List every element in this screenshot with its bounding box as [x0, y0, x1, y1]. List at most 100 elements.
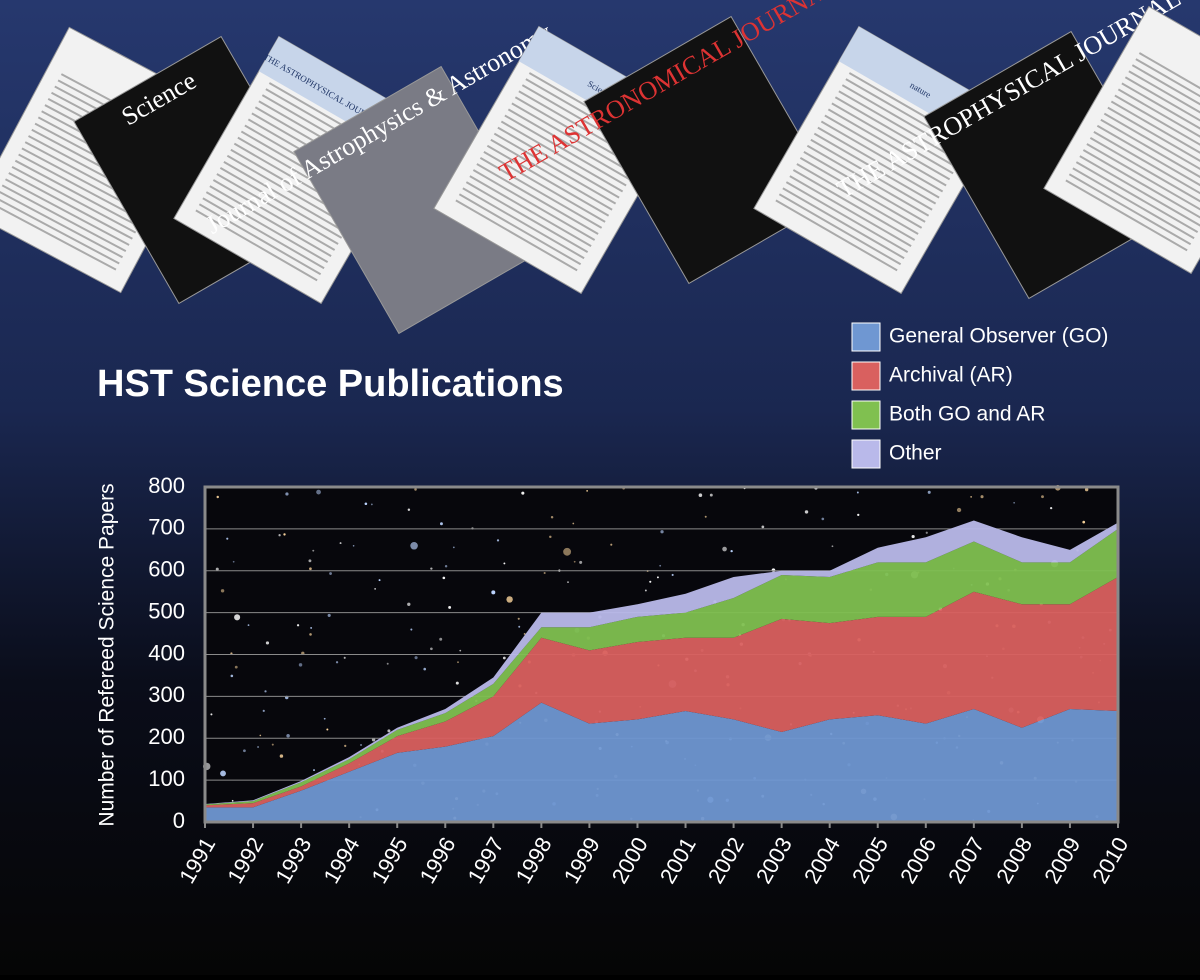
text-line — [817, 126, 940, 199]
text-line — [796, 163, 919, 235]
text-line — [458, 193, 582, 266]
star — [1041, 495, 1044, 499]
text-line — [803, 150, 926, 223]
star — [343, 656, 346, 659]
star — [370, 503, 373, 506]
text-line — [511, 102, 634, 175]
star — [231, 799, 234, 802]
star — [327, 613, 331, 618]
star — [414, 488, 417, 491]
text-line — [507, 108, 631, 181]
text-line — [8, 172, 133, 240]
star — [316, 489, 321, 495]
star — [956, 507, 962, 513]
star — [491, 590, 496, 595]
y-tick-label: 200 — [148, 724, 185, 749]
legend-swatch — [851, 361, 881, 391]
text-line — [483, 150, 606, 223]
text-line — [782, 187, 905, 260]
star — [257, 746, 259, 748]
text-line — [226, 154, 350, 227]
star — [247, 624, 250, 626]
text-line — [476, 163, 599, 235]
y-tick-label: 300 — [148, 682, 185, 707]
star — [407, 602, 411, 606]
star — [709, 493, 713, 497]
text-line — [778, 193, 902, 266]
star — [671, 573, 674, 577]
star — [1049, 506, 1053, 510]
star — [430, 647, 433, 651]
star — [210, 713, 213, 716]
star — [579, 560, 583, 564]
text-line — [497, 126, 620, 199]
legend-swatch — [851, 322, 881, 352]
text-line — [216, 173, 339, 245]
star — [656, 576, 659, 579]
text-line — [11, 165, 137, 234]
star — [262, 709, 265, 712]
star — [550, 516, 554, 519]
star — [704, 515, 707, 518]
star — [980, 495, 984, 499]
star — [216, 495, 219, 499]
star — [644, 589, 647, 592]
star — [283, 533, 286, 536]
text-line — [1082, 149, 1200, 221]
star — [279, 754, 284, 758]
legend-label: General Observer (GO) — [889, 325, 1108, 348]
star — [371, 738, 376, 742]
star — [220, 770, 226, 777]
y-tick-label: 500 — [148, 598, 185, 623]
star — [423, 667, 427, 671]
star — [414, 656, 418, 660]
y-tick-label: 800 — [148, 473, 185, 498]
legend-label: Other — [889, 442, 942, 465]
star — [455, 681, 459, 685]
star — [309, 567, 312, 571]
star — [659, 564, 662, 567]
star — [430, 567, 433, 570]
text-line — [1114, 94, 1200, 167]
star — [265, 641, 270, 645]
text-line — [500, 120, 624, 193]
star — [448, 605, 452, 609]
text-line — [1128, 70, 1200, 143]
star — [215, 567, 219, 571]
star — [286, 734, 290, 738]
text-line — [1117, 88, 1200, 161]
text-line — [490, 138, 613, 211]
star — [563, 547, 572, 556]
areas — [205, 520, 1118, 822]
text-line — [18, 153, 143, 222]
y-tick-label: 100 — [148, 766, 185, 791]
star — [543, 571, 546, 575]
text-line — [1103, 112, 1200, 185]
text-line — [799, 157, 923, 229]
plot-frame — [203, 485, 1120, 824]
star — [312, 549, 315, 552]
star — [730, 549, 733, 553]
star — [1082, 520, 1086, 524]
star — [271, 743, 274, 746]
star — [278, 534, 281, 537]
text-line — [486, 144, 610, 217]
text-line — [1096, 124, 1200, 197]
text-line — [1089, 137, 1200, 209]
text-line — [472, 169, 596, 241]
text-line — [1086, 143, 1200, 215]
star — [386, 662, 389, 665]
text-line — [1124, 76, 1200, 149]
star — [220, 589, 225, 593]
star — [821, 517, 825, 521]
legend-label: Both GO and AR — [889, 403, 1045, 426]
area — [205, 528, 1118, 806]
text-line — [479, 157, 603, 229]
text-line — [1121, 82, 1200, 155]
text-line — [1110, 100, 1200, 173]
star — [310, 626, 313, 629]
star — [549, 535, 552, 539]
text-line — [462, 187, 585, 260]
text-line — [195, 209, 318, 282]
text-line — [813, 132, 937, 205]
